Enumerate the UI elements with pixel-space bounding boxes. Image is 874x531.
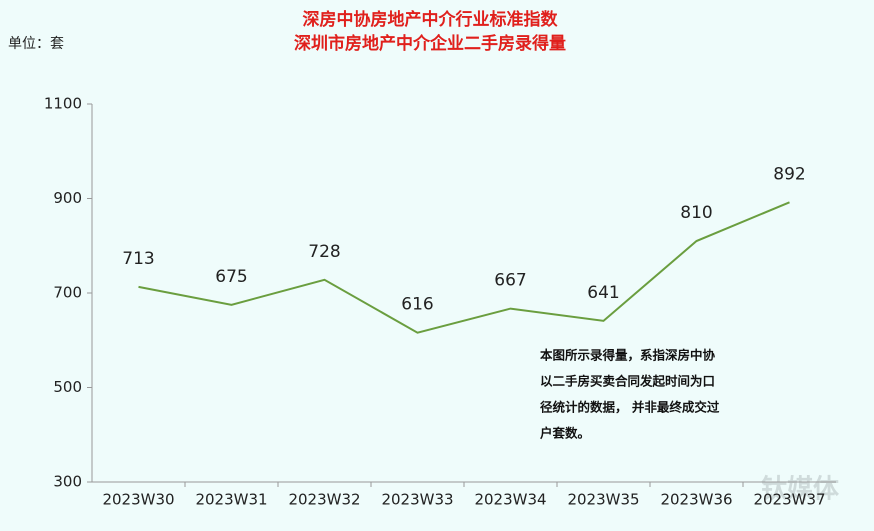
data-label: 810 <box>680 203 712 223</box>
chart-subtitle: 深圳市房地产中介企业二手房录得量 <box>294 33 566 54</box>
watermark: 钛媒体 <box>761 475 840 505</box>
x-tick-label: 2023W37 <box>753 491 825 509</box>
annotation-line: 径统计的数据， 并非最终成交过 <box>540 400 720 415</box>
series-line <box>138 201 790 334</box>
x-tick-label: 2023W34 <box>474 491 546 509</box>
x-tick-label: 2023W33 <box>381 491 453 509</box>
y-tick-label: 1100 <box>44 95 82 113</box>
y-tick-label: 500 <box>53 378 82 396</box>
data-label: 616 <box>401 295 433 315</box>
x-tick-label: 2023W36 <box>660 491 732 509</box>
data-label: 892 <box>773 164 805 184</box>
data-label: 675 <box>215 267 247 287</box>
x-tick-label: 2023W32 <box>288 491 360 509</box>
data-label: 713 <box>122 249 154 269</box>
data-label: 667 <box>494 271 526 291</box>
y-tick-label: 900 <box>53 189 82 207</box>
y-tick-label: 300 <box>53 473 82 491</box>
y-tick-label: 700 <box>53 284 82 302</box>
annotation-line: 户套数。 <box>540 426 590 441</box>
x-tick-label: 2023W35 <box>567 491 639 509</box>
chart-title: 深房中协房地产中介行业标准指数 <box>303 9 559 30</box>
data-label: 728 <box>308 242 340 262</box>
unit-label: 单位：套 <box>8 36 64 52</box>
annotation-line: 以二手房买卖合同发起时间为口 <box>540 374 715 389</box>
x-tick-label: 2023W30 <box>102 491 174 509</box>
x-tick-label: 2023W31 <box>195 491 267 509</box>
annotation-line: 本图所示录得量，系指深房中协 <box>540 348 716 363</box>
data-label: 641 <box>587 283 619 303</box>
